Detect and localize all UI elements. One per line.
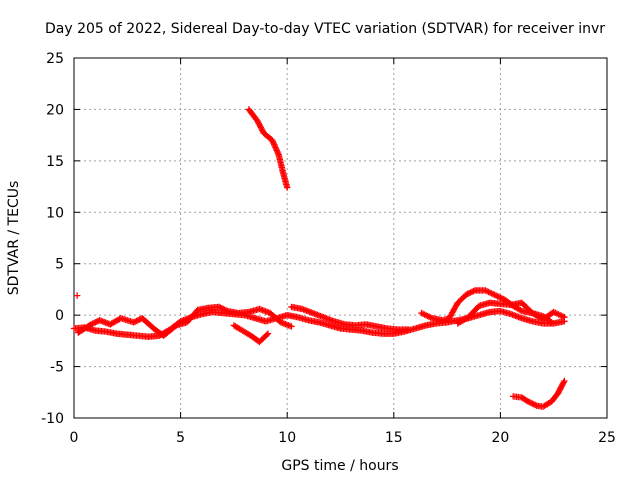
- data-point: [561, 377, 568, 385]
- y-tick-label: 5: [55, 257, 64, 273]
- data-point: [526, 399, 533, 406]
- x-tick-label: 25: [598, 430, 616, 446]
- data-point: [263, 331, 270, 339]
- data-point: [92, 319, 99, 326]
- data-point: [464, 290, 471, 298]
- x-tick-label: 10: [278, 430, 296, 446]
- data-point: [288, 323, 295, 330]
- data-point: [470, 287, 477, 295]
- data-point: [87, 321, 95, 328]
- data-point: [530, 401, 538, 408]
- data-point: [532, 401, 539, 409]
- data-point: [561, 314, 568, 321]
- data-point: [548, 319, 555, 326]
- x-tick-label: 20: [491, 430, 509, 446]
- data-point: [220, 305, 227, 313]
- data-point: [405, 326, 412, 333]
- data-point: [465, 290, 473, 297]
- data-point: [527, 399, 535, 407]
- data-point: [494, 293, 501, 300]
- chart-title: Day 205 of 2022, Sidereal Day-to-day VTE…: [45, 21, 605, 37]
- x-tick-label: 0: [70, 430, 79, 446]
- plot-frame: [73, 57, 608, 419]
- data-point: [463, 291, 470, 298]
- data-point: [90, 319, 98, 327]
- y-tick-label: 10: [46, 205, 64, 221]
- data-point: [264, 330, 272, 337]
- data-point: [171, 323, 179, 330]
- data-point: [130, 319, 137, 326]
- data-point: [218, 305, 226, 312]
- y-tick-label: -10: [41, 411, 64, 427]
- data-point: [131, 318, 139, 325]
- ticks-layer: 0 5 10 15 20 25 -10 -5 0 5 10 15 20 25: [41, 51, 616, 446]
- data-point: [221, 306, 228, 313]
- data-point: [93, 318, 100, 325]
- data-point: [560, 379, 567, 386]
- data-point: [524, 398, 532, 405]
- data-point: [284, 184, 291, 191]
- data-point: [547, 318, 554, 325]
- data-point: [556, 311, 564, 319]
- data-point: [217, 304, 224, 311]
- y-tick-label: 20: [46, 102, 64, 118]
- data-point: [497, 294, 504, 301]
- y-tick-label: 0: [55, 308, 64, 324]
- data-points: [70, 106, 568, 410]
- x-axis-label: GPS time / hours: [281, 458, 398, 474]
- grid-layer: [74, 58, 607, 418]
- data-point: [498, 295, 506, 302]
- y-axis-label: SDTVAR / TECUs: [6, 181, 22, 296]
- data-point: [222, 307, 230, 314]
- data-point: [134, 317, 142, 324]
- data-point: [468, 288, 476, 296]
- data-point: [517, 306, 524, 314]
- data-point: [133, 317, 140, 325]
- data-point: [495, 293, 503, 301]
- data-point: [558, 312, 565, 320]
- y-tick-label: 25: [46, 51, 64, 67]
- y-tick-label: 15: [46, 154, 64, 170]
- data-point: [89, 320, 96, 327]
- data-point: [215, 303, 223, 311]
- y-tick-label: -5: [50, 360, 64, 376]
- x-tick-label: 15: [385, 430, 403, 446]
- data-point: [529, 400, 536, 407]
- data-point: [492, 292, 500, 299]
- data-point: [559, 313, 567, 320]
- data-point: [467, 289, 474, 296]
- x-tick-label: 5: [176, 430, 185, 446]
- data-point: [73, 292, 81, 299]
